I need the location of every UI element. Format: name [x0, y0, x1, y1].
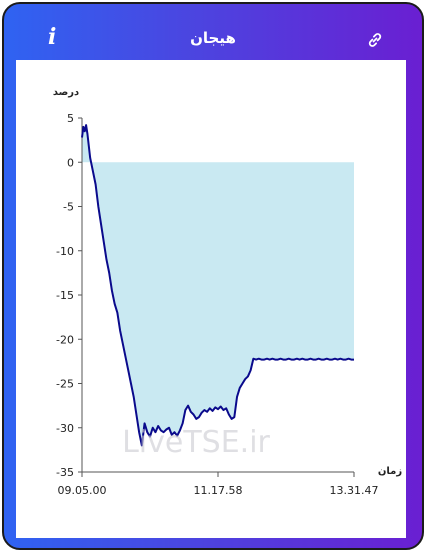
line-layer — [81, 124, 354, 447]
chart: درصد زمان 5 0 -5 -10 -15 -20 -25 -30 -35 09.05.00… — [53, 87, 403, 497]
area-fill — [82, 125, 354, 446]
y-tick-label: 0 — [67, 156, 74, 169]
y-tick-label: -35 — [56, 466, 74, 479]
area-layer — [82, 125, 354, 446]
link-icon[interactable] — [366, 31, 384, 49]
y-tick-label: 5 — [67, 112, 74, 125]
tick-layer: 5 0 -5 -10 -15 -20 -25 -30 -35 09.05.00 11.17.58 13… — [56, 112, 378, 497]
series-line — [81, 124, 354, 447]
y-tick-label: -5 — [63, 201, 74, 214]
x-tick-label: 09.05.00 — [58, 484, 107, 497]
header: i هیجان — [4, 4, 422, 60]
y-tick-label: -30 — [56, 422, 74, 435]
y-tick-label: -10 — [56, 245, 74, 258]
chart-panel: درصد زمان 5 0 -5 -10 -15 -20 -25 -30 -35 09.05.00… — [16, 60, 406, 538]
watermark: LiveTSE.ir — [122, 425, 270, 460]
app-frame: i هیجان درصد زمان 5 0 -5 -10 -15 -20 -25 -30 -35… — [2, 2, 424, 550]
info-icon[interactable]: i — [48, 24, 57, 50]
y-tick-label: -25 — [56, 378, 74, 391]
x-tick-label: 11.17.58 — [194, 484, 243, 497]
page-title: هیجان — [190, 29, 236, 47]
x-axis-label: زمان — [378, 466, 402, 477]
y-axis-label: درصد — [53, 87, 79, 98]
y-tick-label: -15 — [56, 289, 74, 302]
x-tick-label: 13.31.47 — [330, 484, 379, 497]
y-tick-label: -20 — [56, 333, 74, 346]
